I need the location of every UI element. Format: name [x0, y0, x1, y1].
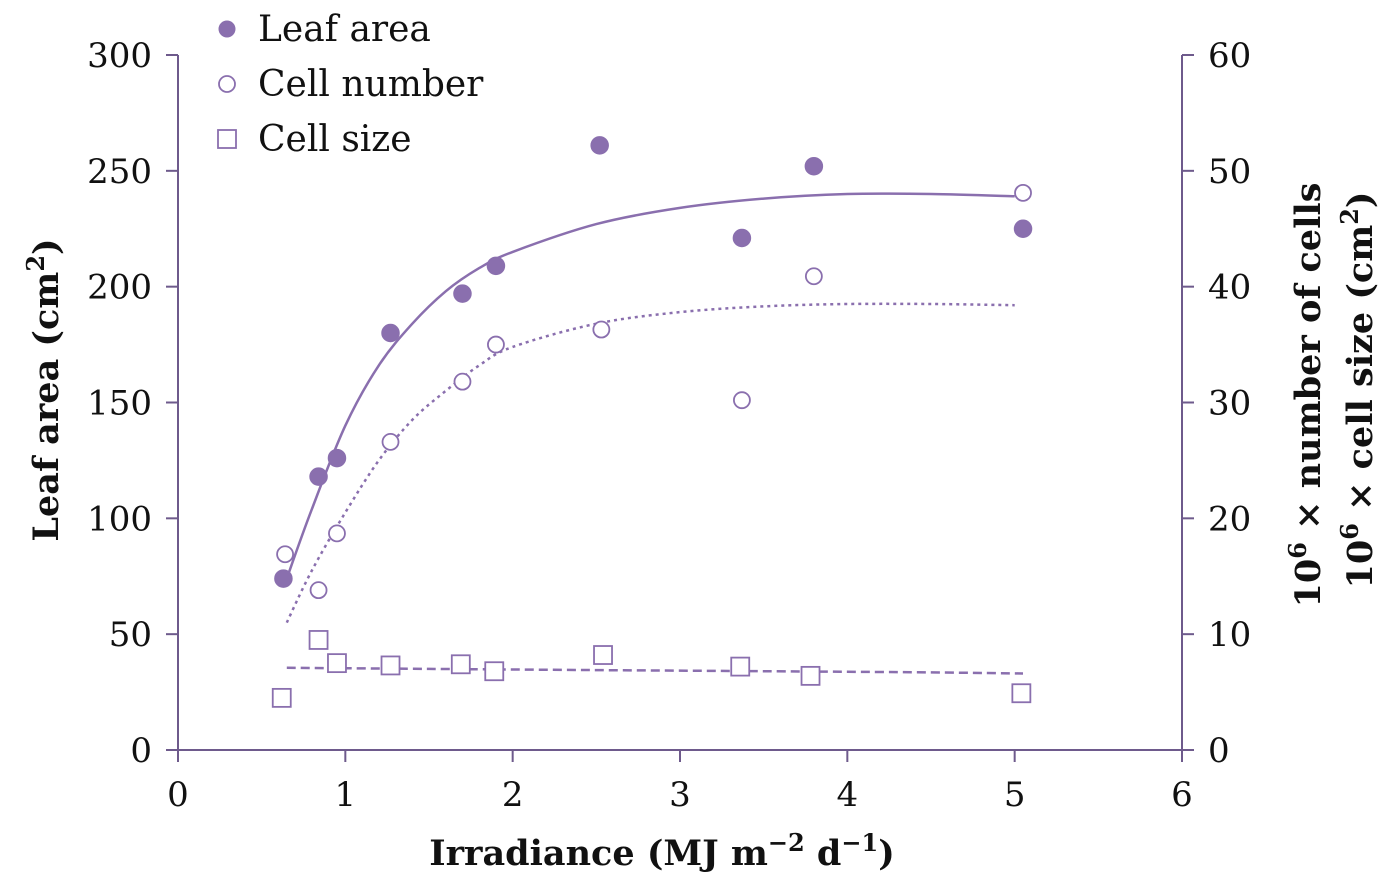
y-right-tick-label: 50 [1208, 152, 1251, 192]
cell-number-point [276, 545, 294, 564]
cell-size-point [1011, 683, 1032, 704]
y-left-tick-label: 50 [109, 615, 152, 655]
x-axis-title: Irradiance (MJ m−2 d−1) [429, 828, 895, 874]
y-axis-right-title-cells: 106 × number of cells [1283, 183, 1329, 608]
x-tick-label: 5 [1004, 775, 1026, 815]
y-left-tick-label: 0 [130, 731, 152, 771]
y-right-tick-label: 60 [1208, 36, 1251, 76]
leaf-area-point [327, 448, 347, 468]
cell-number-point [733, 391, 751, 410]
cell-size-point [308, 630, 329, 650]
leaf-area-point [804, 156, 824, 176]
y-right-tick-label: 30 [1208, 384, 1251, 424]
cell-size-point [327, 653, 347, 674]
fit-lines [285, 192, 1024, 675]
cell-size-point [800, 665, 821, 686]
legend: Leaf area Cell number Cell size [217, 9, 484, 160]
leaf-area-point [732, 228, 752, 248]
x-tick-label: 2 [502, 775, 524, 815]
cell-size-point [271, 687, 292, 708]
leaf-area-fit-line [285, 192, 1015, 580]
legend-cell-size-marker [217, 129, 237, 149]
cell-size-point [380, 655, 401, 676]
y-left-tick-label: 200 [87, 268, 152, 308]
cell-size-point [593, 645, 613, 665]
cell-number-point [381, 432, 400, 451]
x-tick-label: 4 [837, 775, 859, 815]
cell-number-point [592, 320, 611, 339]
cell-size-point [730, 656, 751, 677]
cell-number-point [487, 335, 505, 354]
legend-leaf-area-marker [218, 20, 236, 38]
leaf-area-point [309, 467, 328, 486]
cell-size-point [484, 661, 505, 682]
cell-size-point [450, 654, 471, 675]
cell-size-fit-line [286, 666, 1024, 675]
leaf-area-point [1013, 219, 1033, 238]
y-right-tick-label: 20 [1208, 499, 1251, 539]
cell-number-point [453, 372, 472, 391]
leaf-area-point [453, 284, 472, 303]
legend-cell-number-label: Cell number [258, 64, 484, 105]
leaf-area-point [590, 136, 609, 155]
cell-number-point [328, 524, 346, 543]
x-tick-label: 0 [167, 775, 189, 815]
cell-number-point [804, 267, 823, 286]
cell-number-fit-line [285, 302, 1015, 624]
leaf-area-point [274, 569, 293, 588]
y-right-tick-label: 0 [1208, 731, 1230, 771]
cell-number-point [309, 581, 328, 600]
y-left-tick-label: 150 [87, 384, 152, 424]
y-axis-right-title-size: 106 × cell size (cm2) [1335, 192, 1381, 589]
leaf-area-point [381, 323, 400, 343]
y-left-tick-label: 100 [87, 499, 152, 539]
cell-number-point [1014, 183, 1032, 202]
x-tick-label: 6 [1171, 775, 1193, 815]
leaf-area-point [486, 256, 506, 276]
x-tick-label: 1 [335, 775, 357, 815]
y-axis-left-title: Leaf area (cm2) [21, 238, 67, 541]
y-right-tick-label: 10 [1208, 615, 1251, 655]
legend-cell-size-label: Cell size [258, 119, 412, 160]
data-markers [271, 136, 1033, 708]
legend-leaf-area-label: Leaf area [258, 9, 431, 50]
y-left-tick-label: 250 [87, 152, 152, 192]
legend-cell-number-marker [218, 75, 236, 93]
y-left-tick-label: 300 [87, 36, 152, 76]
x-tick-label: 3 [669, 775, 691, 815]
y-right-tick-label: 40 [1208, 268, 1251, 308]
